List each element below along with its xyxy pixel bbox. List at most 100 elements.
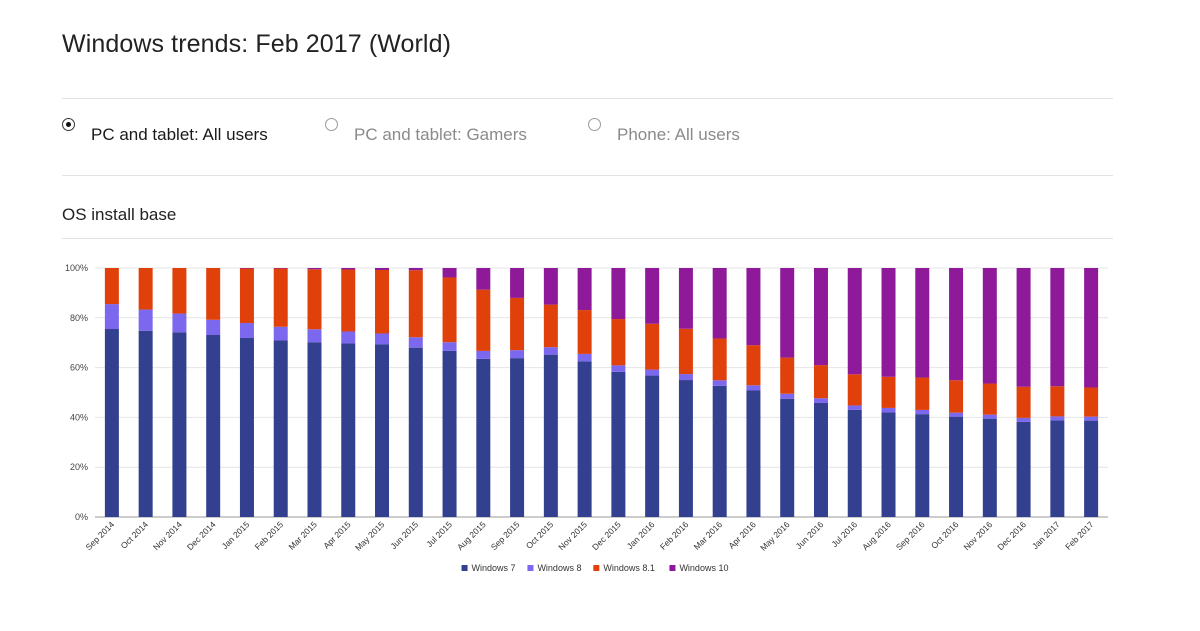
bar-segment (543, 354, 558, 517)
legend-swatch (461, 565, 468, 571)
bar-segment (476, 289, 491, 351)
radio-circle-icon[interactable] (588, 118, 601, 131)
y-axis-ticks: 0% 20% 40% 60% 80% 100% (65, 263, 88, 522)
x-tick-label: Nov 2016 (961, 519, 994, 552)
legend-swatch (669, 565, 676, 571)
bar-segment (678, 328, 693, 375)
x-tick-label: Aug 2015 (455, 519, 488, 552)
radio-label: Phone: All users (617, 125, 740, 144)
x-tick-label: Oct 2016 (929, 519, 961, 551)
bar-segment (949, 380, 964, 413)
bar-segment (645, 375, 660, 517)
chart-gridlines (95, 267, 1108, 518)
bar-segment (780, 393, 795, 399)
radio-selected-dot-icon (66, 122, 71, 127)
y-tick-label: 80% (70, 313, 88, 323)
legend-item: Windows 10 (669, 563, 728, 573)
bar-segment (510, 350, 525, 359)
radio-circle-icon[interactable] (325, 118, 338, 131)
radio-label: PC and tablet: All users (91, 125, 268, 144)
x-tick-label: Apr 2016 (726, 519, 758, 551)
x-tick-label: Sep 2015 (489, 519, 522, 552)
bar-segment (982, 383, 997, 415)
chart-legend: Windows 7 Windows 8 Windows 8.1 Windows 10 (461, 563, 728, 573)
bar-segment (611, 371, 626, 517)
bar-segment (577, 361, 592, 517)
legend-label: Windows 10 (679, 563, 728, 573)
bar-segment (915, 377, 930, 410)
bar-segment (982, 414, 997, 419)
x-tick-label: Feb 2015 (253, 519, 286, 552)
bar-segment (1084, 416, 1099, 421)
bar-segment (104, 268, 119, 305)
bar-segment (645, 268, 660, 324)
legend-item: Windows 8 (527, 563, 581, 573)
bar-segment (375, 269, 390, 334)
x-tick-label: Feb 2017 (1063, 519, 1096, 552)
bar-segment (408, 270, 423, 338)
bar-segment (510, 358, 525, 517)
bar-segment (138, 268, 153, 310)
bar-segment (746, 345, 761, 386)
bar-segment (645, 369, 660, 376)
bar-segment (138, 330, 153, 517)
bar-segment (341, 269, 356, 332)
x-tick-label: Jan 2015 (220, 519, 252, 551)
bar-segment (1084, 387, 1099, 417)
bar-segment (746, 390, 761, 517)
bar-segment (577, 268, 592, 311)
x-tick-label: Dec 2014 (185, 519, 218, 552)
bar-segment (307, 269, 322, 330)
bar-segment (1084, 420, 1099, 517)
bar-segment (847, 374, 862, 406)
bar-segment (678, 380, 693, 517)
bar-segment (881, 268, 896, 377)
bar-segment (375, 333, 390, 345)
x-tick-label: Jan 2017 (1030, 519, 1062, 551)
bar-segment (1084, 268, 1099, 388)
bar-segment (881, 412, 896, 517)
x-tick-label: Nov 2014 (151, 519, 184, 552)
bar-segment (611, 319, 626, 366)
bar-segment (408, 347, 423, 517)
bar-segment (949, 416, 964, 517)
x-axis-ticks: Sep 2014 Oct 2014 Nov 2014 Dec 2014 Jan 2015… (83, 519, 1095, 553)
bar-segment (408, 337, 423, 348)
bar-segment (341, 343, 356, 517)
bar-segment (1016, 417, 1031, 422)
bar-segment (1016, 268, 1031, 387)
bar-segment (746, 385, 761, 391)
x-tick-label: Aug 2016 (860, 519, 893, 552)
x-tick-label: Dec 2015 (590, 519, 623, 552)
x-tick-label: Jun 2015 (388, 519, 420, 551)
bar-segment (172, 313, 187, 333)
bar-segment (307, 329, 322, 343)
bar-segment (813, 398, 828, 403)
bar-segment (239, 323, 254, 338)
bar-segment (813, 268, 828, 366)
bar-segment (543, 347, 558, 355)
bar-segment (206, 268, 221, 320)
page-title: Windows trends: Feb 2017 (World) (62, 30, 452, 58)
x-tick-label: May 2015 (353, 519, 387, 553)
bar-segment (543, 268, 558, 305)
radio-circle-icon[interactable] (62, 118, 75, 131)
bar-segment (341, 268, 356, 270)
bar-segment (442, 277, 457, 343)
x-tick-label: Oct 2014 (119, 519, 151, 551)
bar-segment (1050, 268, 1065, 387)
bar-segment (375, 344, 390, 517)
y-tick-label: 100% (65, 263, 88, 273)
bar-segment (611, 268, 626, 320)
bar-segment (1016, 386, 1031, 418)
bar-segment (813, 402, 828, 517)
legend-swatch (593, 565, 600, 571)
y-tick-label: 40% (70, 412, 88, 422)
bar-segment (172, 332, 187, 517)
bar-segment (780, 268, 795, 358)
legend-swatch (527, 565, 534, 571)
bar-segment (645, 323, 660, 370)
bar-segment (915, 414, 930, 517)
os-install-base-chart: 0%20%40%60%80%100% Sep 2014 Oct 2014 Nov 2… (65, 263, 1108, 573)
legend-label: Windows 8.1 (603, 563, 655, 573)
